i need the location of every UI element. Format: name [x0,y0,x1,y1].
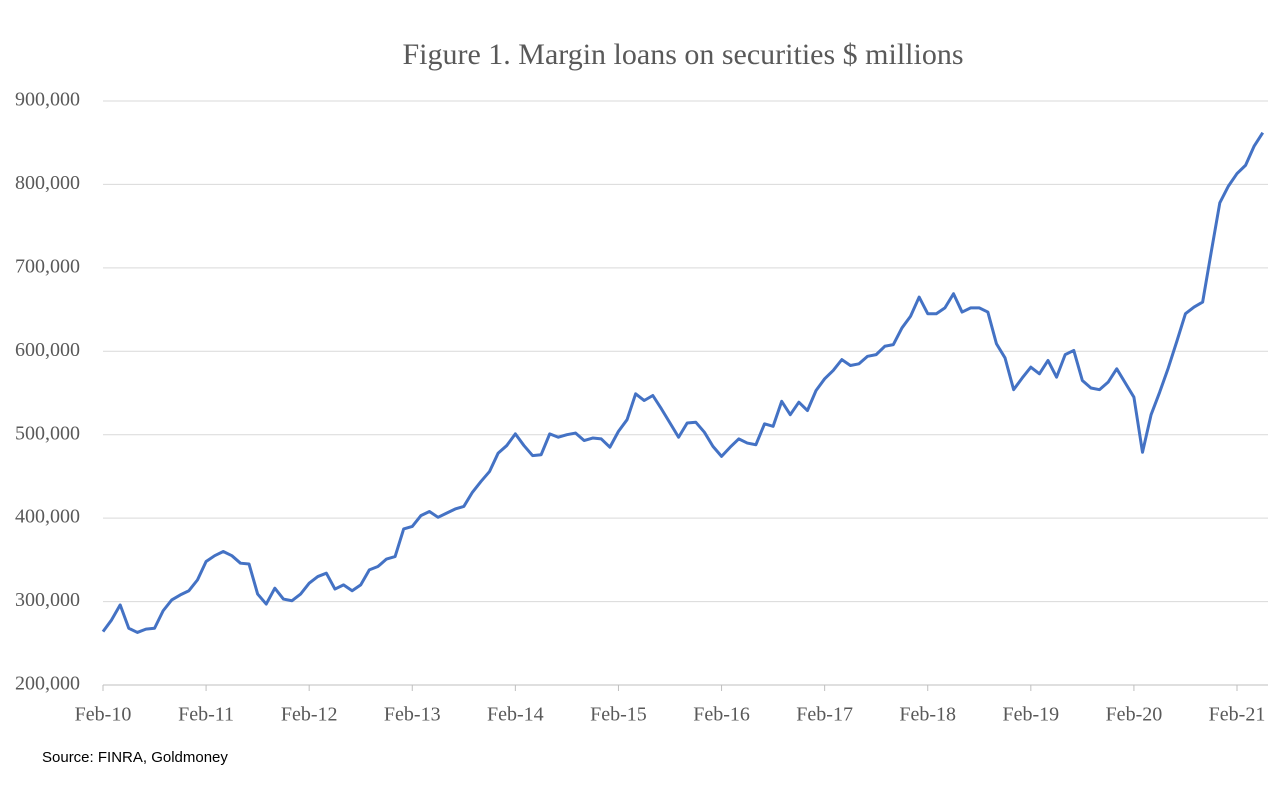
x-tick-label: Feb-10 [75,704,132,726]
y-tick-label: 300,000 [15,589,80,611]
y-tick-label: 600,000 [15,339,80,361]
x-tick-label: Feb-15 [590,704,647,726]
y-tick-label: 400,000 [15,506,80,528]
x-tick-label: Feb-17 [796,704,853,726]
x-tick-label: Feb-12 [281,704,338,726]
y-tick-label: 800,000 [15,172,80,194]
y-tick-label: 900,000 [15,89,80,111]
x-tick-label: Feb-20 [1106,704,1163,726]
x-tick-label: Feb-18 [899,704,956,726]
chart-title: Figure 1. Margin loans on securities $ m… [402,38,963,71]
y-tick-label: 200,000 [15,673,80,695]
data-line [101,131,1265,634]
source-note: Source: FINRA, Goldmoney [42,749,228,766]
x-tick-label: Feb-19 [1002,704,1059,726]
x-tick-label: Feb-13 [384,704,441,726]
x-tick-label: Feb-14 [487,704,544,726]
x-tick-label: Feb-21 [1209,704,1266,726]
y-tick-label: 500,000 [15,422,80,444]
x-tick-label: Feb-11 [178,704,234,726]
y-tick-label: 700,000 [15,255,80,277]
x-tick-label: Feb-16 [693,704,750,726]
